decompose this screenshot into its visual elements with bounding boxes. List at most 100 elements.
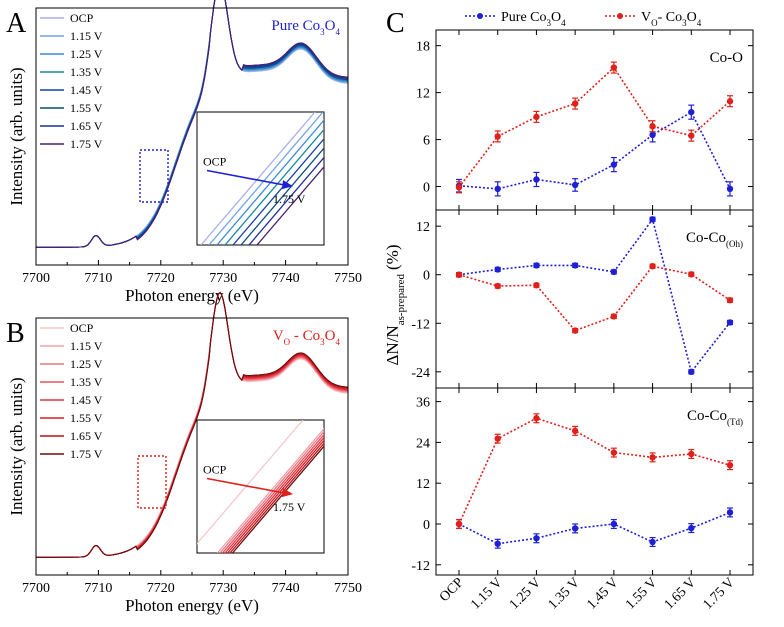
- inset-line: [240, 147, 324, 245]
- inset-arrow: [206, 477, 286, 494]
- series-line-VO- Co3O4: [458, 66, 731, 188]
- data-point: [494, 435, 501, 442]
- data-point: [726, 297, 734, 304]
- data-point: [688, 271, 695, 278]
- formula-part: V: [273, 328, 284, 344]
- inset-line: [208, 112, 324, 245]
- inset-end-label: 1.75 V: [273, 192, 306, 206]
- formula-part: Pure Co: [501, 10, 547, 25]
- inset-line: [216, 119, 324, 245]
- data-point: [455, 520, 463, 528]
- data-point: [571, 181, 579, 189]
- x-tick-label: 7730: [209, 581, 237, 596]
- inset-line: [256, 165, 324, 245]
- inset-frame: [196, 111, 325, 246]
- legend-entry: 1.35 V: [70, 65, 103, 79]
- y-tick-label: -12: [411, 317, 430, 332]
- panel-letter: B: [6, 318, 25, 349]
- x-tick-label: 7750: [334, 271, 362, 286]
- y-axis-label: Intensity (arb. units): [7, 67, 26, 205]
- data-point: [610, 268, 618, 276]
- panel-B: VO - Co3O4: [35, 291, 349, 576]
- data-point: [610, 449, 618, 456]
- legend-marker: [617, 13, 623, 19]
- legend-entry: 1.15 V: [70, 29, 103, 43]
- y-tick-label: 0: [423, 269, 430, 284]
- y-tick-label: 12: [416, 477, 430, 492]
- legend-marker: [477, 13, 483, 19]
- x-axis-label: Photon energy (eV): [125, 286, 259, 305]
- subplot-label: Co-O: [710, 50, 744, 66]
- legend-entry: 1.15 V: [70, 339, 103, 353]
- y-axis-label-unit: (%): [383, 244, 402, 269]
- data-point: [610, 161, 618, 168]
- subplot-label: Co-Co(Oh): [686, 230, 743, 249]
- category-label: 1.75 V: [700, 575, 737, 612]
- data-point: [533, 282, 540, 289]
- inset-line: [217, 427, 324, 553]
- legend-entry: 1.75 V: [70, 447, 103, 461]
- data-point: [571, 327, 579, 334]
- formula-part: 4: [697, 18, 702, 28]
- legend-entry: 1.45 V: [70, 83, 103, 97]
- y-tick-label: 6: [423, 134, 430, 149]
- data-point: [610, 64, 618, 71]
- category-label: OCP: [437, 575, 467, 605]
- data-point: [494, 540, 501, 547]
- formula-part: 4: [561, 18, 566, 28]
- category-label: 1.45 V: [584, 575, 621, 612]
- formula-part: 3: [682, 18, 687, 28]
- category-label: 1.55 V: [623, 575, 660, 612]
- spectrum-1.75 V: [36, 291, 349, 558]
- data-point: [649, 538, 656, 546]
- data-point: [533, 262, 540, 269]
- data-point: [726, 509, 734, 516]
- data-point: [533, 113, 540, 121]
- inset-line: [232, 137, 324, 245]
- data-point: [494, 185, 501, 193]
- x-tick-label: 7740: [272, 271, 300, 286]
- data-point: [688, 450, 695, 458]
- formula-part: 4: [336, 337, 341, 347]
- data-point: [688, 108, 695, 116]
- data-point: [688, 368, 695, 376]
- formula-part: V: [641, 10, 651, 25]
- legend-entry: 1.55 V: [70, 411, 103, 425]
- subplot-label-sub: (Td): [727, 417, 743, 427]
- legend-entry: 1.55 V: [70, 101, 103, 115]
- data-point: [726, 98, 734, 105]
- inset-start-label: OCP: [203, 155, 227, 169]
- data-point: [571, 262, 579, 269]
- inset-frame: [196, 419, 325, 554]
- series-line-Pure Co3O4: [458, 111, 731, 190]
- subplot-2: Co-Co(Td): [435, 387, 754, 576]
- data-point: [726, 461, 734, 469]
- panel-letter: C: [386, 8, 405, 39]
- legend-entry: VO- Co3O4: [641, 10, 702, 28]
- data-point: [533, 535, 540, 542]
- inset-line: [232, 445, 324, 553]
- legend-entry: 1.65 V: [70, 429, 103, 443]
- data-point: [494, 282, 501, 290]
- legend-entry: 1.35 V: [70, 375, 103, 389]
- zoom-region: [137, 455, 167, 509]
- formula-part: 3: [320, 337, 325, 347]
- data-point: [688, 132, 695, 139]
- inset-line: [224, 128, 324, 245]
- data-point: [533, 176, 540, 183]
- series-line-VO- Co3O4: [458, 417, 731, 525]
- legend-entry: OCP: [70, 11, 94, 25]
- formula-part: O: [551, 10, 561, 25]
- legend-entry: 1.65 V: [70, 119, 103, 133]
- inset-arrowhead: [282, 180, 293, 190]
- data-point: [610, 313, 618, 320]
- y-tick-label: -12: [411, 559, 430, 574]
- data-point: [455, 271, 463, 278]
- category-label: 1.35 V: [546, 575, 583, 612]
- inset-lines: [200, 112, 324, 245]
- y-axis-label: ΔN/Nas-prepared(%): [383, 244, 407, 365]
- y-tick-label: -24: [411, 366, 430, 381]
- inset-arrowhead: [282, 488, 293, 498]
- legend-entry: 1.25 V: [70, 357, 103, 371]
